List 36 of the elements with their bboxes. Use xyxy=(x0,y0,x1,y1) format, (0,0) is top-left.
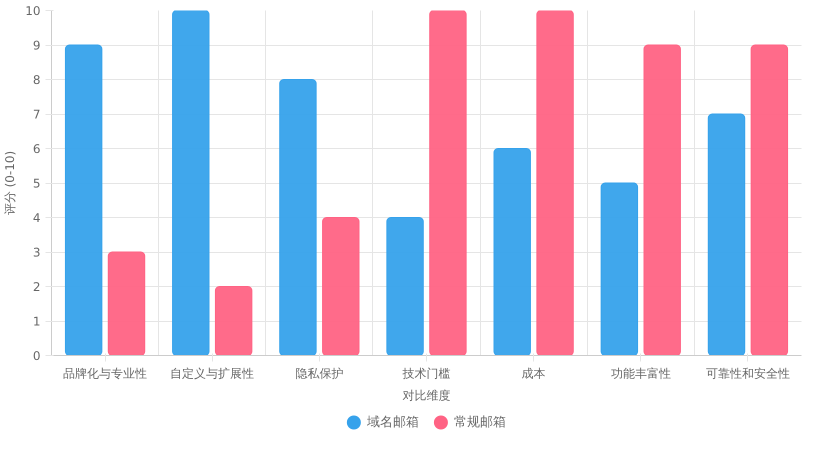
bar xyxy=(536,10,574,356)
y-axis-title: 评分 (0-10) xyxy=(3,150,18,216)
y-tick-label: 2 xyxy=(32,280,41,294)
bar xyxy=(108,252,146,356)
legend-label: 域名邮箱 xyxy=(366,415,419,430)
bar xyxy=(64,44,102,356)
x-tick-label: 隐私保护 xyxy=(295,366,344,380)
bar xyxy=(172,10,210,356)
bar xyxy=(279,79,317,356)
bar xyxy=(708,114,746,356)
y-tick-label: 0 xyxy=(32,349,41,363)
y-tick-label: 6 xyxy=(32,142,41,156)
bar xyxy=(322,217,360,356)
x-tick-label: 品牌化与专业性 xyxy=(63,366,148,380)
y-tick-label: 4 xyxy=(32,211,41,225)
bar xyxy=(494,148,531,356)
y-tick-label: 1 xyxy=(32,314,41,328)
bar xyxy=(600,182,638,356)
bar xyxy=(429,10,467,356)
y-tick-label: 5 xyxy=(32,176,41,190)
x-tick-label: 技术门槛 xyxy=(402,366,450,380)
x-axis-title: 对比维度 xyxy=(402,388,450,402)
y-tick-label: 3 xyxy=(32,246,41,260)
legend-label: 常规邮箱 xyxy=(454,415,506,430)
bar xyxy=(386,217,424,356)
y-tick-label: 7 xyxy=(32,108,41,122)
bar xyxy=(214,286,252,356)
x-tick-label: 自定义与扩展性 xyxy=(170,366,254,380)
y-tick-label: 10 xyxy=(25,4,41,18)
y-tick-label: 8 xyxy=(32,73,41,87)
y-tick-label: 9 xyxy=(32,38,41,52)
bar xyxy=(750,44,788,356)
x-tick-label: 成本 xyxy=(522,366,546,380)
x-tick-label: 功能丰富性 xyxy=(610,366,671,380)
bar xyxy=(644,44,681,356)
x-tick-label: 可靠性和安全性 xyxy=(706,366,790,380)
